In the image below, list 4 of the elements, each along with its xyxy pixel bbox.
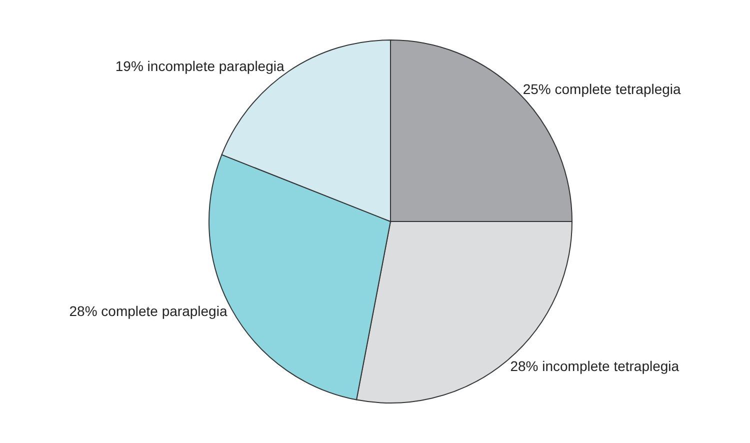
slice-label: 28% complete paraplegia	[69, 302, 228, 319]
slice-label: 19% incomplete paraplegia	[115, 58, 284, 74]
slice-label: 28% incomplete tetraplegia	[510, 358, 680, 374]
slice-label: 25% complete tetraplegia	[522, 81, 682, 98]
